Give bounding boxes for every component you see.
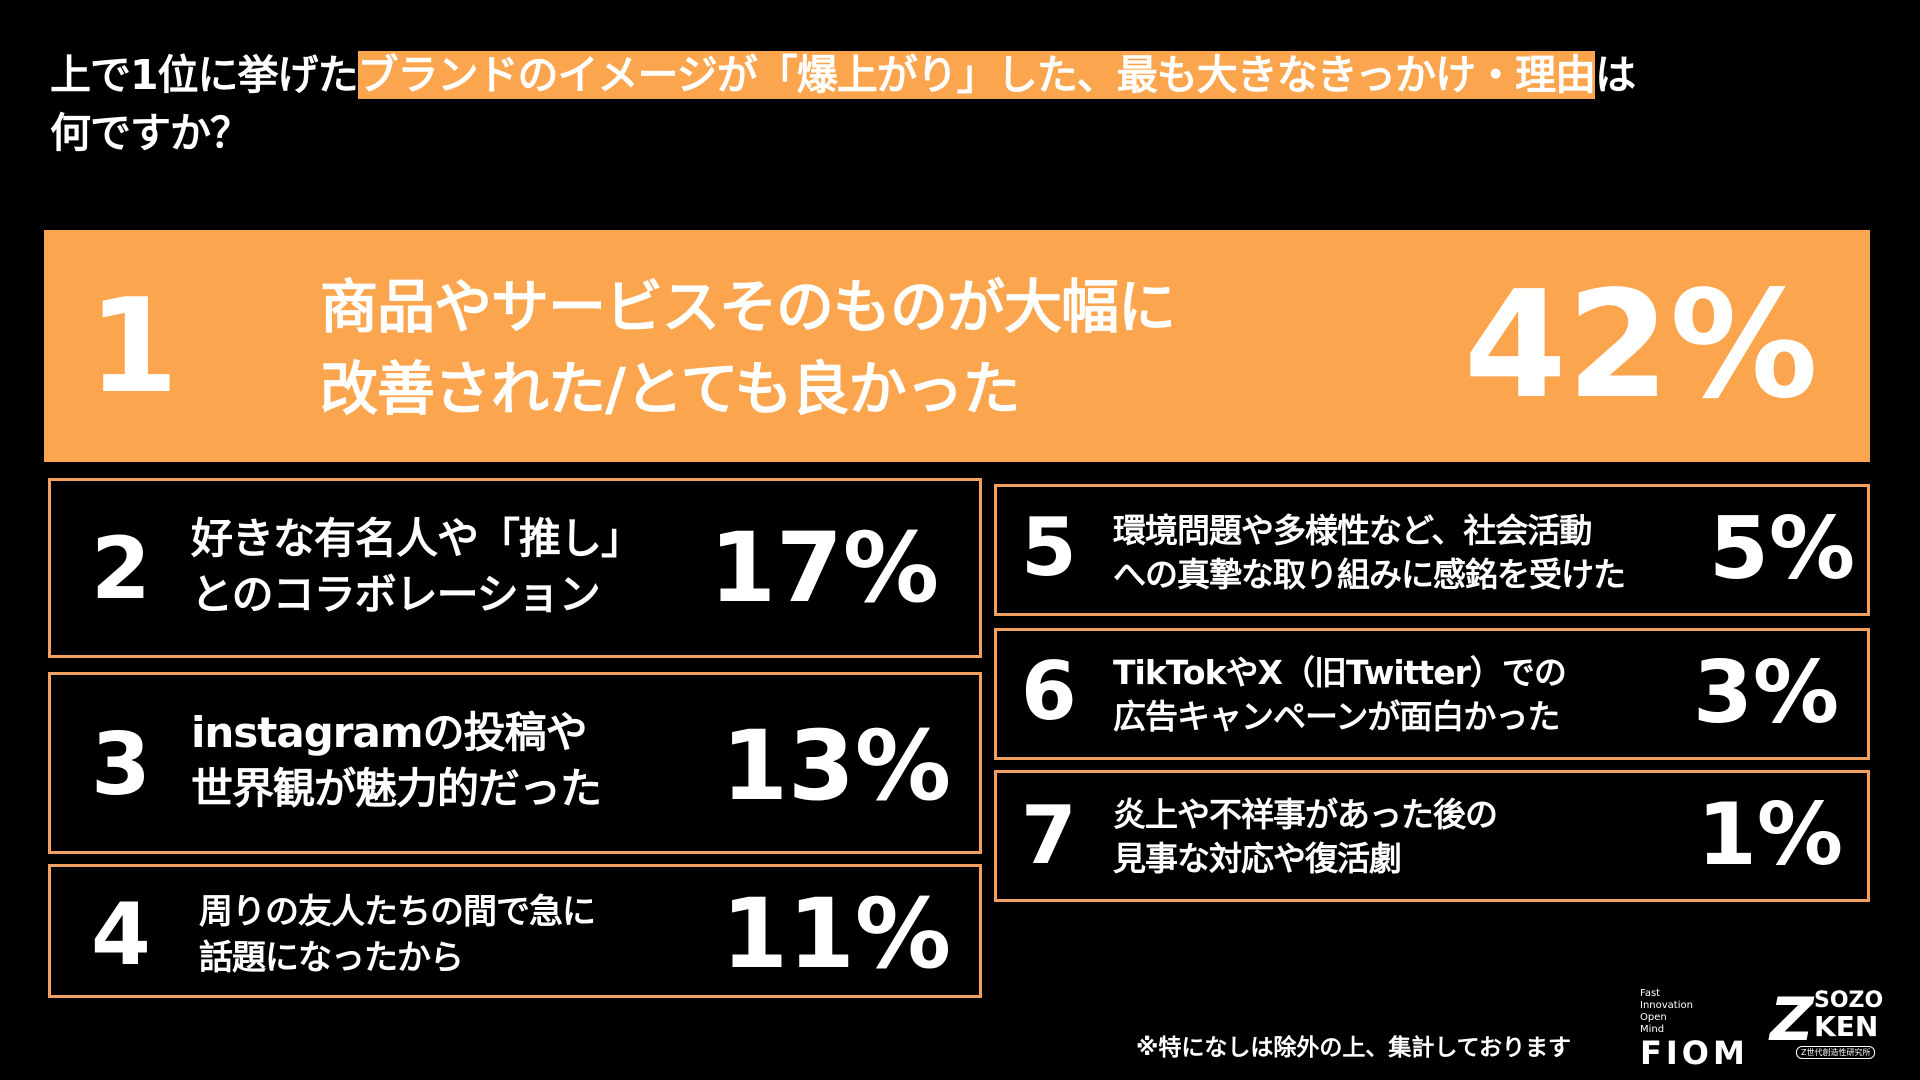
rank-label: TikTokやX（旧Twitter）での 広告キャンペーンが面白かった xyxy=(1113,653,1567,736)
title-line2: 何ですか？ xyxy=(50,109,251,157)
title-highlight: ブランドのイメージが「爆上がり」した、最も大きなきっかけ・理由 xyxy=(357,51,1596,99)
rank-number: 3 xyxy=(91,715,151,815)
rank-label: 環境問題や多様性など、社会活動 への真摯な取り組みに感銘を受けた xyxy=(1113,511,1626,594)
rank-card-6: 6 TikTokやX（旧Twitter）での 広告キャンペーンが面白かった 3% xyxy=(994,628,1870,760)
fiom-line: Innovation xyxy=(1640,1000,1693,1011)
footnote: ※特になしは除外の上、集計しております xyxy=(1136,1035,1571,1061)
title-pre: 上で1位に挙げた xyxy=(50,51,359,99)
rank-number: 4 xyxy=(91,885,151,985)
title-post: は xyxy=(1595,51,1636,99)
rank-number: 6 xyxy=(1021,645,1077,738)
sozoken-logo: Z SOZO KEN Z世代創造性研究所 xyxy=(1770,990,1890,1060)
ken-text: KEN xyxy=(1814,1010,1879,1043)
rank-percent: 13% xyxy=(721,710,951,822)
rank-card-7: 7 炎上や不祥事があった後の 見事な対応や復活劇 1% xyxy=(994,770,1870,902)
rank-card-5: 5 環境問題や多様性など、社会活動 への真摯な取り組みに感銘を受けた 5% xyxy=(994,484,1870,616)
rank-label: 炎上や不祥事があった後の 見事な対応や復活劇 xyxy=(1113,795,1498,878)
rank-percent: 1% xyxy=(1696,785,1843,885)
rank-card-3: 3 instagramの投稿や 世界観が魅力的だった 13% xyxy=(48,672,982,854)
fiom-line: Fast xyxy=(1640,988,1661,999)
fiom-wordmark: FIOM xyxy=(1640,1034,1749,1072)
fiom-logo: Fast Innovation Open Mind FIOM xyxy=(1640,988,1749,1070)
fiom-line: Mind xyxy=(1640,1024,1665,1035)
fiom-line: Open xyxy=(1640,1012,1667,1023)
rank-percent: 11% xyxy=(721,878,951,990)
rank-card-4: 4 周りの友人たちの間で急に 話題になったから 11% xyxy=(48,864,982,998)
rank-number: 7 xyxy=(1021,789,1077,882)
rank-percent: 5% xyxy=(1708,499,1855,599)
rank-percent: 3% xyxy=(1692,643,1839,743)
page-title: 上で1位に挙げたブランドのイメージが「爆上がり」した、最も大きなきっかけ・理由は… xyxy=(50,46,1636,162)
rank-percent: 17% xyxy=(709,512,939,624)
sozo-text: SOZO xyxy=(1814,988,1884,1013)
z-logo-icon: Z xyxy=(1770,985,1814,1055)
rank-label: instagramの投稿や 世界観が魅力的だった xyxy=(191,708,602,813)
rank-label: 商品やサービスそのものが大幅に 改善された/とても良かった xyxy=(320,273,1176,423)
rank-percent: 42% xyxy=(1463,259,1818,431)
rank-card-2: 2 好きな有名人や「推し」 とのコラボレーション 17% xyxy=(48,478,982,658)
rank-card-1: 1 商品やサービスそのものが大幅に 改善された/とても良かった 42% xyxy=(44,230,1870,462)
rank-number: 2 xyxy=(91,519,151,619)
rank-label: 周りの友人たちの間で急に 話題になったから xyxy=(199,892,596,978)
rank-number: 5 xyxy=(1021,501,1077,594)
sozoken-subtitle: Z世代創造性研究所 xyxy=(1796,1046,1876,1059)
rank-number: 1 xyxy=(88,270,179,422)
rank-label: 好きな有名人や「推し」 とのコラボレーション xyxy=(191,514,643,619)
